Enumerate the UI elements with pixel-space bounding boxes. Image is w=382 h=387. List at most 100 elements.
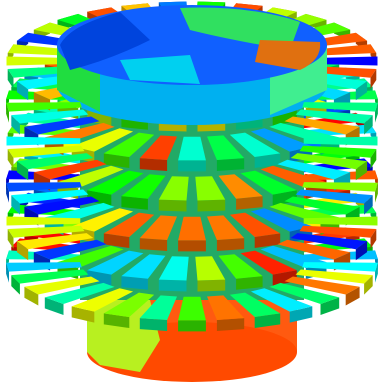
fin-end [158,199,187,212]
fin-top [284,276,360,295]
fin-top [6,102,82,112]
fin-end [11,195,20,215]
fin-end [6,262,9,283]
fin-end [375,102,378,123]
fin-top [103,212,155,237]
fin-top [139,295,177,320]
fin-top [87,250,144,275]
fin-end [178,160,206,172]
fin-top [303,136,378,146]
fin-end [364,115,373,135]
fin-end [254,153,281,168]
fin-top [71,288,134,312]
fin-end [178,320,206,332]
fin-end [6,182,9,203]
fin-end [103,153,130,168]
fin-top [16,233,94,250]
fin-top [158,176,189,201]
fin-top [207,215,245,240]
fin-end [355,241,368,261]
fin-top [250,288,313,312]
fin-end [16,161,29,181]
top-face-patch [180,7,300,51]
fin-end [121,276,148,290]
fin-top [302,182,378,192]
fin-top [302,102,378,112]
fin-top [24,196,100,215]
fin-end [364,195,373,215]
fin-top [11,189,89,204]
fin-top [178,136,206,161]
fin-top [284,116,360,135]
fin-end [103,313,130,328]
fin-end [254,313,281,328]
fin-end [364,275,373,295]
fin-end [71,306,95,323]
fin-end [216,318,245,331]
fin-top [299,225,377,238]
fin-top [6,136,81,146]
fin-top [240,170,297,195]
fin-end [139,318,168,331]
fin-end [7,229,14,249]
fin-end [7,149,14,169]
fin-end [197,279,226,292]
fin-top [250,208,313,232]
top-face-patch [120,55,200,84]
fin-top [103,132,155,157]
fin-top [6,216,81,226]
fin-end [236,196,263,210]
fin-top [295,189,373,204]
fin-end [121,196,148,210]
fin-end [370,149,377,169]
fin-top [7,145,85,158]
fin-top [11,109,89,124]
fin-top [207,135,245,160]
fin-top [178,296,206,321]
fin-top [71,128,134,152]
fin-end [375,262,378,283]
fin-top [178,216,206,241]
fin-top [229,292,281,317]
fin-top [11,269,89,284]
fin-top [302,262,378,272]
fin-end [197,199,226,212]
fin-top [33,159,107,180]
fin-end [289,306,313,323]
fin-top [44,282,115,304]
fin-top [207,295,245,320]
fin-top [6,262,82,272]
fin-end [103,233,130,248]
fin-top [277,239,351,260]
fin-top [240,250,297,275]
fin-top [295,269,373,284]
fin-end [216,158,245,171]
top-face-patch [60,12,150,70]
fin-end [6,102,9,123]
fin-top [299,145,377,158]
fin-top [87,170,144,195]
fin-top [250,128,313,152]
fin-end [139,158,168,171]
fin-top [218,254,263,279]
fin-end [16,241,29,261]
fin-top [284,196,360,215]
fin-top [195,176,226,201]
fin-top [277,159,351,180]
fin-end [11,275,20,295]
fin-top [71,208,134,232]
fin-end [355,161,368,181]
fin-end [16,81,29,101]
fin-end [320,297,340,315]
fin-top [195,256,226,281]
fin-end [178,240,206,252]
fin-top [218,174,263,199]
fin-top [33,239,107,260]
fin-top [290,153,368,170]
fin-top [290,233,368,250]
fin-end [375,182,378,203]
fin-top [121,254,166,279]
fin-top [229,212,281,237]
fin-top [6,182,82,192]
fin-end [7,69,14,89]
